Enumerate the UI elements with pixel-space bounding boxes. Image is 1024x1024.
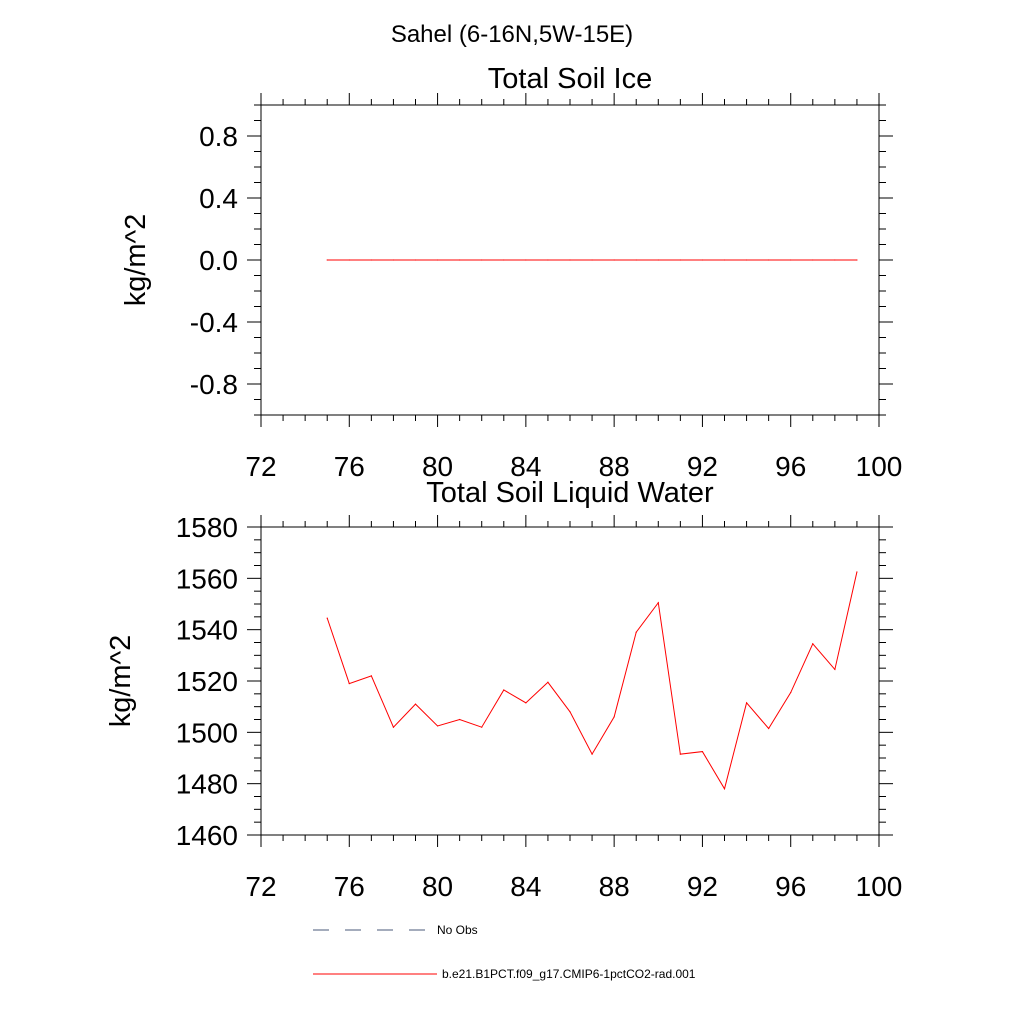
legend-item-model: b.e21.B1PCT.f09_g17.CMIP6-1pctCO2-rad.00… <box>313 967 696 981</box>
data-point <box>723 259 726 261</box>
data-point <box>768 259 770 261</box>
y-axis-label: kg/m^2 <box>105 635 137 728</box>
legend: No Obs b.e21.B1PCT.f09_g17.CMIP6-1pctCO2… <box>313 923 696 981</box>
series-line <box>326 571 858 791</box>
data-point <box>459 718 461 721</box>
legend-label-model: b.e21.B1PCT.f09_g17.CMIP6-1pctCO2-rad.00… <box>442 967 696 981</box>
data-point <box>414 259 417 261</box>
data-point <box>679 753 681 755</box>
data-point <box>790 259 792 261</box>
x-tick-label: 80 <box>422 871 453 902</box>
panel-total-soil-liquid-water: Total Soil Liquid Water kg/m^2 72 76 80 84 88 9… <box>105 477 902 902</box>
y-tick-label: -0.4 <box>190 307 238 338</box>
data-point <box>503 259 505 261</box>
y-tick-label: 1560 <box>176 563 238 594</box>
x-tick-label: 88 <box>599 451 630 482</box>
data-point <box>503 689 505 691</box>
legend-item-no-obs: No Obs <box>313 923 478 937</box>
data-point <box>812 259 814 261</box>
data-point <box>790 691 792 694</box>
y-tick-label: 0.4 <box>199 183 238 214</box>
data-point <box>370 675 372 677</box>
data-point <box>591 259 593 261</box>
panel-title: Total Soil Ice <box>488 63 652 95</box>
y-tick-label: 0.0 <box>199 245 238 276</box>
data-point <box>481 726 483 728</box>
x-tick-label: 88 <box>599 871 630 902</box>
data-point <box>547 681 549 683</box>
data-point <box>834 668 836 671</box>
data-point <box>635 631 637 633</box>
y-tick-label: 1500 <box>176 717 238 748</box>
y-tick-label: -0.8 <box>190 369 238 400</box>
data-point <box>569 259 571 261</box>
data-point <box>326 617 328 619</box>
data-point <box>679 259 681 261</box>
x-tick-label: 72 <box>245 451 276 482</box>
data-point <box>856 571 858 573</box>
x-tick-label: 96 <box>775 871 806 902</box>
data-point <box>547 259 549 261</box>
y-tick-label: 1480 <box>176 769 238 800</box>
figure-title: Sahel (6-16N,5W-15E) <box>391 21 633 48</box>
y-tick-label: 0.8 <box>199 121 238 152</box>
data-point <box>569 711 571 713</box>
data-point <box>613 716 615 718</box>
data-point <box>812 643 814 645</box>
data-point <box>745 259 748 261</box>
y-axis-label: kg/m^2 <box>120 214 152 307</box>
data-point <box>745 702 748 704</box>
x-tick-label: 72 <box>245 871 276 902</box>
x-tick-label: 76 <box>334 871 365 902</box>
data-point <box>834 259 836 261</box>
data-point <box>414 703 417 705</box>
data-point <box>348 259 350 261</box>
data-point <box>768 727 770 730</box>
data-point <box>613 259 615 261</box>
data-point <box>856 259 858 261</box>
x-tick-label: 100 <box>856 451 903 482</box>
legend-label-no-obs: No Obs <box>437 923 478 937</box>
data-point <box>657 259 659 261</box>
data-point <box>701 750 704 753</box>
x-tick-label: 84 <box>510 871 541 902</box>
x-tick-label: 100 <box>856 871 903 902</box>
x-tick-label: 92 <box>687 451 718 482</box>
data-point <box>525 702 527 704</box>
data-point <box>392 726 395 728</box>
y-tick-label: 1460 <box>176 820 238 851</box>
x-tick-label: 76 <box>334 451 365 482</box>
data-point <box>481 259 483 261</box>
data-point <box>326 259 328 261</box>
y-tick-label: 1580 <box>176 512 238 543</box>
panel-total-soil-ice: Total Soil Ice kg/m^2 72 76 80 84 88 92 96 100 0.8… <box>120 63 902 482</box>
data-point <box>657 602 659 604</box>
y-tick-label: 1540 <box>176 615 238 646</box>
x-tick-label: 84 <box>510 451 541 482</box>
data-point <box>370 259 372 261</box>
plot-frame <box>260 526 880 836</box>
x-tick-label: 80 <box>422 451 453 482</box>
data-point <box>459 259 461 261</box>
data-point <box>701 259 704 261</box>
data-point <box>723 788 726 790</box>
data-point <box>436 725 439 727</box>
x-tick-label: 92 <box>687 871 718 902</box>
panel-title: Total Soil Liquid Water <box>426 477 714 509</box>
data-point <box>635 259 637 261</box>
data-point <box>525 259 527 261</box>
data-point <box>436 259 439 261</box>
data-point <box>348 682 350 685</box>
data-point <box>392 259 395 261</box>
data-point <box>591 753 593 755</box>
x-tick-label: 96 <box>775 451 806 482</box>
y-tick-label: 1520 <box>176 666 238 697</box>
